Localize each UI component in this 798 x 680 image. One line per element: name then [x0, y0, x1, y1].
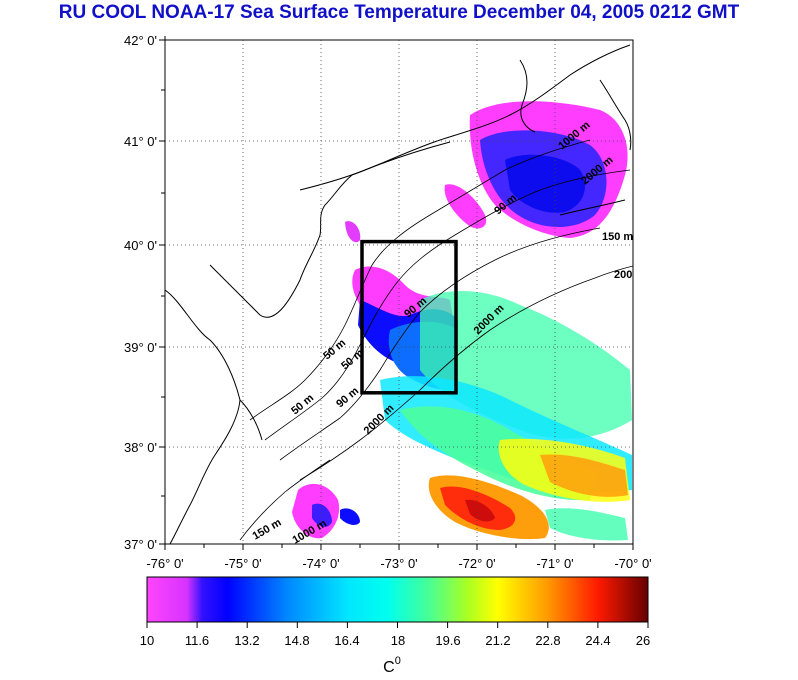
- lon-label: -70° 0': [614, 556, 651, 571]
- region-box: [360, 239, 458, 395]
- lat-label: 37° 0': [124, 537, 157, 552]
- lon-label: -72° 0': [458, 556, 495, 571]
- colorbar-tick-label: 16.4: [334, 633, 359, 648]
- contour-label: 150 m: [602, 231, 633, 243]
- colorbar-tick-label: 24.4: [585, 633, 610, 648]
- lon-label: -73° 0': [380, 556, 417, 571]
- colorbar-tick-label: 22.8: [535, 633, 560, 648]
- colorbar-tick-label: 11.6: [185, 633, 209, 648]
- longitude-labels: -76° 0' -75° 0' -74° 0' -73° 0' -72° 0' …: [146, 556, 651, 571]
- colorbar-tick-label: 19.6: [435, 633, 460, 648]
- lat-label: 39° 0': [124, 340, 157, 355]
- colorbar-tick-label: 14.8: [284, 633, 309, 648]
- lon-label: -74° 0': [302, 556, 339, 571]
- lon-label: -75° 0': [224, 556, 261, 571]
- colorbar-gradient: [146, 576, 649, 623]
- axis-ticks: [159, 36, 634, 550]
- lon-label: -76° 0': [146, 556, 183, 571]
- sst-imagery: [292, 101, 632, 541]
- colorbar-tick-label: 10: [140, 633, 154, 648]
- colorbar-tick-label: 18: [391, 633, 405, 648]
- lat-label: 38° 0': [124, 440, 157, 455]
- contour-label: 200: [614, 269, 632, 281]
- bathymetry-contours: [239, 139, 633, 541]
- lat-lon-grid: [165, 40, 633, 544]
- lon-label: -71° 0': [536, 556, 573, 571]
- latitude-labels: 42° 0' 41° 0' 40° 0' 39° 0' 38° 0' 37° 0…: [124, 33, 157, 552]
- colorbar-unit: C0: [383, 655, 401, 676]
- coastline: [165, 44, 632, 544]
- colorbar-tick-label: 26: [636, 633, 650, 648]
- lat-label: 41° 0': [124, 134, 157, 149]
- lat-label: 42° 0': [124, 33, 157, 48]
- colorbar-tick-label: 13.2: [234, 633, 259, 648]
- colorbar-ticks: [146, 622, 649, 628]
- colorbar-tick-label: 21.2: [485, 633, 510, 648]
- map-title: RU COOL NOAA-17 Sea Surface Temperature …: [58, 2, 740, 23]
- lat-label: 40° 0': [124, 238, 157, 253]
- colorbar: 10 11.6 13.2 14.8 16.4 18 19.6 21.2 22.8…: [140, 576, 650, 676]
